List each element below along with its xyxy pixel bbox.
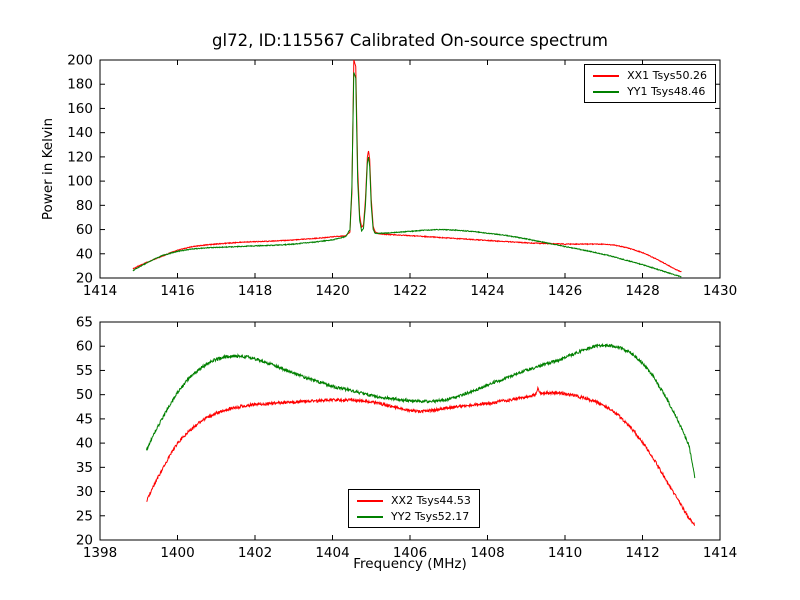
top-plot-y-tick-label: 180: [67, 77, 93, 93]
top-plot-x-tick-label: 1416: [160, 283, 194, 299]
figure-title: gl72, ID:115567 Calibrated On-source spe…: [212, 31, 608, 50]
bottom-plot-x-tick-label: 1402: [238, 545, 272, 561]
bottom-plot-x-tick-label: 1404: [315, 545, 349, 561]
y-axis-label: Power in Kelvin: [40, 117, 56, 221]
bottom-plot-x-tick-label: 1400: [160, 545, 194, 561]
top-plot-series-1: [132, 72, 682, 278]
top-plot-series-0: [132, 59, 682, 273]
legend-line-sample-yy1-icon: [593, 90, 620, 93]
legend-entry-yy1: YY1 Tsys48.46: [593, 86, 707, 97]
legend-label-xx1: XX1 Tsys50.26: [627, 69, 707, 82]
bottom-plot-y-tick-label: 50: [76, 387, 93, 403]
legend-label-yy2: YY2 Tsys52.17: [391, 510, 470, 523]
bottom-plot-y-tick-label: 60: [76, 339, 93, 355]
top-plot-y-tick-label: 80: [76, 198, 93, 214]
bottom-plot-y-tick-label: 20: [76, 533, 93, 549]
legend-label-yy1: YY1 Tsys48.46: [627, 85, 706, 98]
legend-entry-yy2: YY2 Tsys52.17: [357, 511, 471, 522]
top-plot-x-tick-label: 1428: [625, 283, 659, 299]
top-plot-x-tick-label: 1414: [83, 283, 117, 299]
legend-entry-xx1: XX1 Tsys50.26: [593, 70, 707, 81]
bottom-plot-x-tick-label: 1398: [83, 545, 117, 561]
legend-entry-xx2: XX2 Tsys44.53: [357, 495, 471, 506]
top-plot-y-tick-label: 120: [67, 149, 93, 165]
bottom-plot-x-tick-label: 1412: [625, 545, 659, 561]
legend-top: XX1 Tsys50.26 YY1 Tsys48.46: [584, 64, 716, 103]
bottom-plot-y-tick-label: 30: [76, 484, 93, 500]
bottom-plot-series-0: [146, 385, 696, 526]
top-plot-y-tick-label: 60: [76, 222, 93, 238]
bottom-plot-y-tick-label: 45: [76, 411, 93, 427]
top-plot-x-tick-label: 1430: [703, 283, 737, 299]
top-plot-y-tick-label: 20: [76, 271, 93, 287]
top-plot-y-tick-label: 200: [67, 53, 93, 69]
bottom-plot-y-tick-label: 65: [76, 315, 93, 331]
top-plot-y-tick-label: 40: [76, 246, 93, 262]
top-plot-x-tick-label: 1422: [393, 283, 427, 299]
top-plot-x-tick-label: 1426: [548, 283, 582, 299]
bottom-plot-x-tick-label: 1414: [703, 545, 737, 561]
top-plot-x-tick-label: 1420: [315, 283, 349, 299]
top-plot-x-tick-label: 1418: [238, 283, 272, 299]
legend-label-xx2: XX2 Tsys44.53: [391, 494, 471, 507]
bottom-plot-y-tick-label: 40: [76, 436, 93, 452]
bottom-plot-y-tick-label: 35: [76, 460, 93, 476]
bottom-plot-y-tick-label: 25: [76, 508, 93, 524]
x-axis-label: Frequency (MHz): [353, 556, 467, 572]
top-plot-y-tick-label: 100: [67, 174, 93, 190]
legend-line-sample-yy2-icon: [357, 515, 383, 518]
legend-bottom: XX2 Tsys44.53 YY2 Tsys52.17: [348, 489, 480, 528]
top-plot-x-tick-label: 1424: [470, 283, 504, 299]
top-plot-y-tick-label: 140: [67, 125, 93, 141]
bottom-plot-y-tick-label: 55: [76, 363, 93, 379]
bottom-plot-x-tick-label: 1408: [470, 545, 504, 561]
bottom-plot-series-1: [146, 342, 696, 479]
legend-line-sample-xx1-icon: [593, 74, 620, 77]
legend-line-sample-xx2-icon: [357, 499, 383, 502]
bottom-plot-x-tick-label: 1406: [393, 545, 427, 561]
top-plot-y-tick-label: 160: [67, 101, 93, 117]
bottom-plot-x-tick-label: 1410: [548, 545, 582, 561]
